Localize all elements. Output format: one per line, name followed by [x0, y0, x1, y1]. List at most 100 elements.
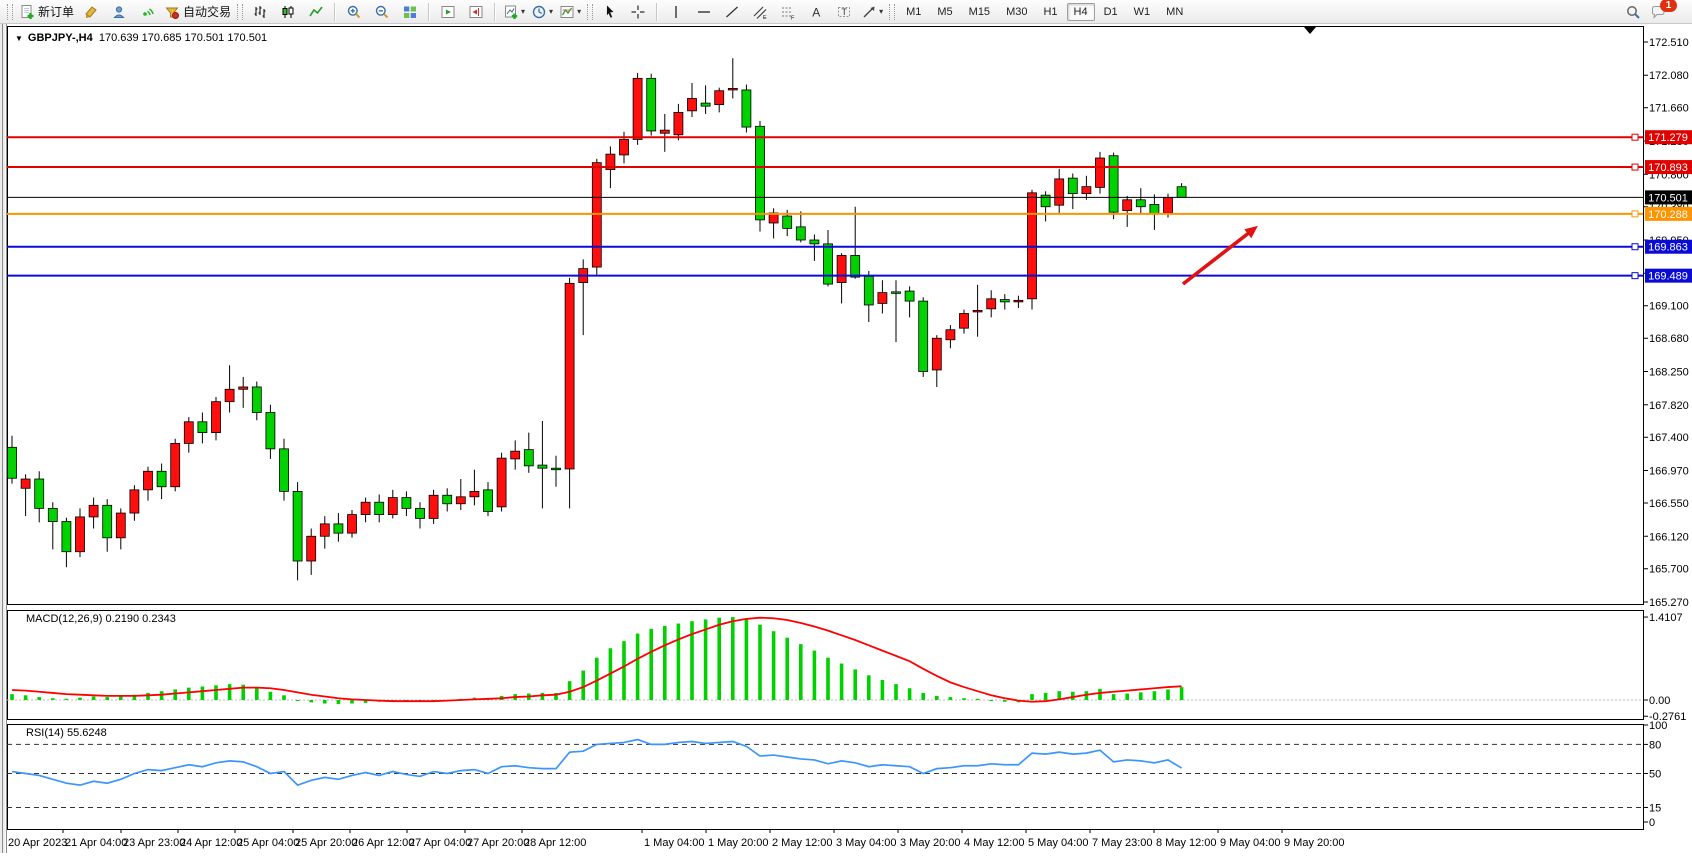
- signals-button[interactable]: [133, 0, 161, 24]
- timeframe-button-m1[interactable]: M1: [906, 5, 922, 18]
- chart-shift-marker-icon[interactable]: [1304, 27, 1316, 34]
- tile-windows-button[interactable]: [396, 0, 424, 24]
- macd-histogram-bar: [37, 697, 41, 700]
- chartshift-icon: [469, 5, 483, 18]
- candle-chart-button[interactable]: [274, 0, 302, 24]
- horizontal-line-button[interactable]: [690, 0, 718, 24]
- macd-histogram-bar: [595, 657, 599, 700]
- macd-histogram-bar: [622, 641, 626, 700]
- candle-body: [918, 300, 929, 372]
- timeframe-button-mn[interactable]: MN: [1166, 5, 1184, 18]
- channel-button[interactable]: E: [746, 0, 774, 24]
- candle-body: [483, 489, 493, 512]
- macd-histogram-bar: [717, 617, 721, 700]
- fibonacci-button[interactable]: F: [774, 0, 802, 24]
- window-left-splitter[interactable]: [0, 24, 7, 853]
- rsi-axis-label: 0: [1649, 817, 1655, 829]
- price-label-box: [1645, 206, 1692, 221]
- line-handle[interactable]: [1631, 272, 1639, 280]
- line-handle[interactable]: [1631, 163, 1639, 171]
- time-tick-label: 4 May 12:00: [964, 837, 1025, 849]
- chart-shift-button[interactable]: [462, 0, 490, 24]
- community-button[interactable]: [105, 0, 133, 24]
- timeframe-button-d1[interactable]: D1: [1103, 5, 1118, 18]
- timeframe-button-m15[interactable]: M15: [968, 5, 991, 18]
- macd-histogram-bar: [350, 700, 354, 704]
- auto-scroll-button[interactable]: [434, 0, 462, 24]
- zoomin-icon: [347, 5, 361, 18]
- bar-chart-button[interactable]: [246, 0, 274, 24]
- label-button[interactable]: T: [830, 0, 858, 24]
- timeframe-button-m5[interactable]: M5: [937, 5, 953, 18]
- styles-button[interactable]: [77, 0, 105, 24]
- cursor-button[interactable]: [596, 0, 624, 24]
- periods-button[interactable]: ▾: [528, 0, 556, 24]
- notification-badge: 1: [1660, 0, 1677, 12]
- candle-body: [442, 494, 453, 505]
- candle-body: [1163, 197, 1173, 214]
- clock-icon: [532, 5, 546, 18]
- macd-histogram-bar: [10, 694, 14, 700]
- candle-body: [170, 443, 181, 488]
- timeframe-button-m30[interactable]: M30: [1006, 5, 1028, 18]
- cursor-icon: [606, 5, 614, 18]
- vertical-line-button[interactable]: [662, 0, 690, 24]
- timeframe-button-w1[interactable]: W1: [1133, 5, 1151, 18]
- price-tick-label: 166.970: [1649, 466, 1689, 478]
- macd-histogram-bar: [1179, 687, 1184, 700]
- price-label-text: 169.863: [1648, 242, 1688, 254]
- timeframe-button-h4[interactable]: H4: [1066, 2, 1095, 21]
- text-button[interactable]: A: [802, 0, 830, 24]
- macd-histogram-bar: [1152, 691, 1157, 700]
- arrow-line[interactable]: [1181, 230, 1252, 286]
- main-toolbar: 新订单 自动交易 ▾ ▾ ▾ E F A T ▾ M1 M5 M15 M30 H1 H4 D1 W1 MN 1: [0, 0, 1692, 24]
- price-line-label: 170.501: [1645, 190, 1692, 205]
- macd-histogram-bar: [336, 700, 341, 705]
- toolbar-group: M1 M5 M15 M30 H1 H4 D1 W1 MN: [898, 0, 1191, 24]
- crosshair-button[interactable]: [624, 0, 652, 24]
- arrow-annotation[interactable]: [1181, 225, 1258, 286]
- templates-button[interactable]: ▾: [556, 0, 584, 24]
- new-chart-button[interactable]: ▾: [500, 0, 528, 24]
- toolbar-grip: [889, 3, 896, 20]
- autotrade-icon: [165, 7, 180, 19]
- macd-histogram-bar: [200, 686, 205, 700]
- macd-histogram-bar: [948, 697, 953, 700]
- zoom-in-button[interactable]: [340, 0, 368, 24]
- line-handle[interactable]: [1631, 243, 1639, 251]
- line-handle[interactable]: [1631, 133, 1639, 141]
- time-tick-label: 24 Apr 12:00: [180, 837, 242, 849]
- shapes-button[interactable]: ▾: [858, 0, 886, 24]
- candle-body: [823, 243, 833, 285]
- macd-histogram-bar: [146, 692, 150, 700]
- chevron-down-icon: ▾: [879, 7, 884, 16]
- rsi-indicator-label: RSI(14) 55.6248: [26, 727, 107, 739]
- candle-body: [959, 313, 969, 329]
- candle-body: [20, 478, 31, 489]
- macd-histogram-bar: [894, 684, 898, 700]
- price-label-box: [1645, 160, 1692, 175]
- line-chart-button[interactable]: [302, 0, 330, 24]
- candle-body: [551, 467, 561, 471]
- new-order-button[interactable]: 新订单: [16, 0, 77, 24]
- autotrading-button[interactable]: 自动交易: [161, 0, 234, 24]
- macd-histogram-bar: [867, 675, 871, 700]
- fibo-icon: F: [782, 7, 795, 20]
- zoom-out-button[interactable]: [368, 0, 396, 24]
- toolbar-separator: [656, 2, 659, 21]
- time-tick-label: 3 May 20:00: [900, 837, 961, 849]
- macd-histogram-bar: [187, 687, 191, 700]
- toolbar-right-group: 1: [1619, 0, 1686, 24]
- candle-body: [877, 292, 888, 304]
- one-click-trading-toggle-icon[interactable]: ▼: [15, 34, 23, 43]
- trendline-button[interactable]: [718, 0, 746, 24]
- time-tick-label: 3 May 04:00: [836, 837, 897, 849]
- chat-button[interactable]: 1: [1647, 0, 1686, 24]
- price-label-box: [1645, 190, 1692, 205]
- macd-histogram-bar: [255, 687, 259, 700]
- search-button[interactable]: [1619, 0, 1647, 24]
- trendline-icon: [726, 6, 739, 17]
- timeframe-button-h1[interactable]: H1: [1043, 5, 1058, 18]
- line-handle[interactable]: [1631, 210, 1639, 218]
- macd-histogram-bar: [635, 633, 640, 700]
